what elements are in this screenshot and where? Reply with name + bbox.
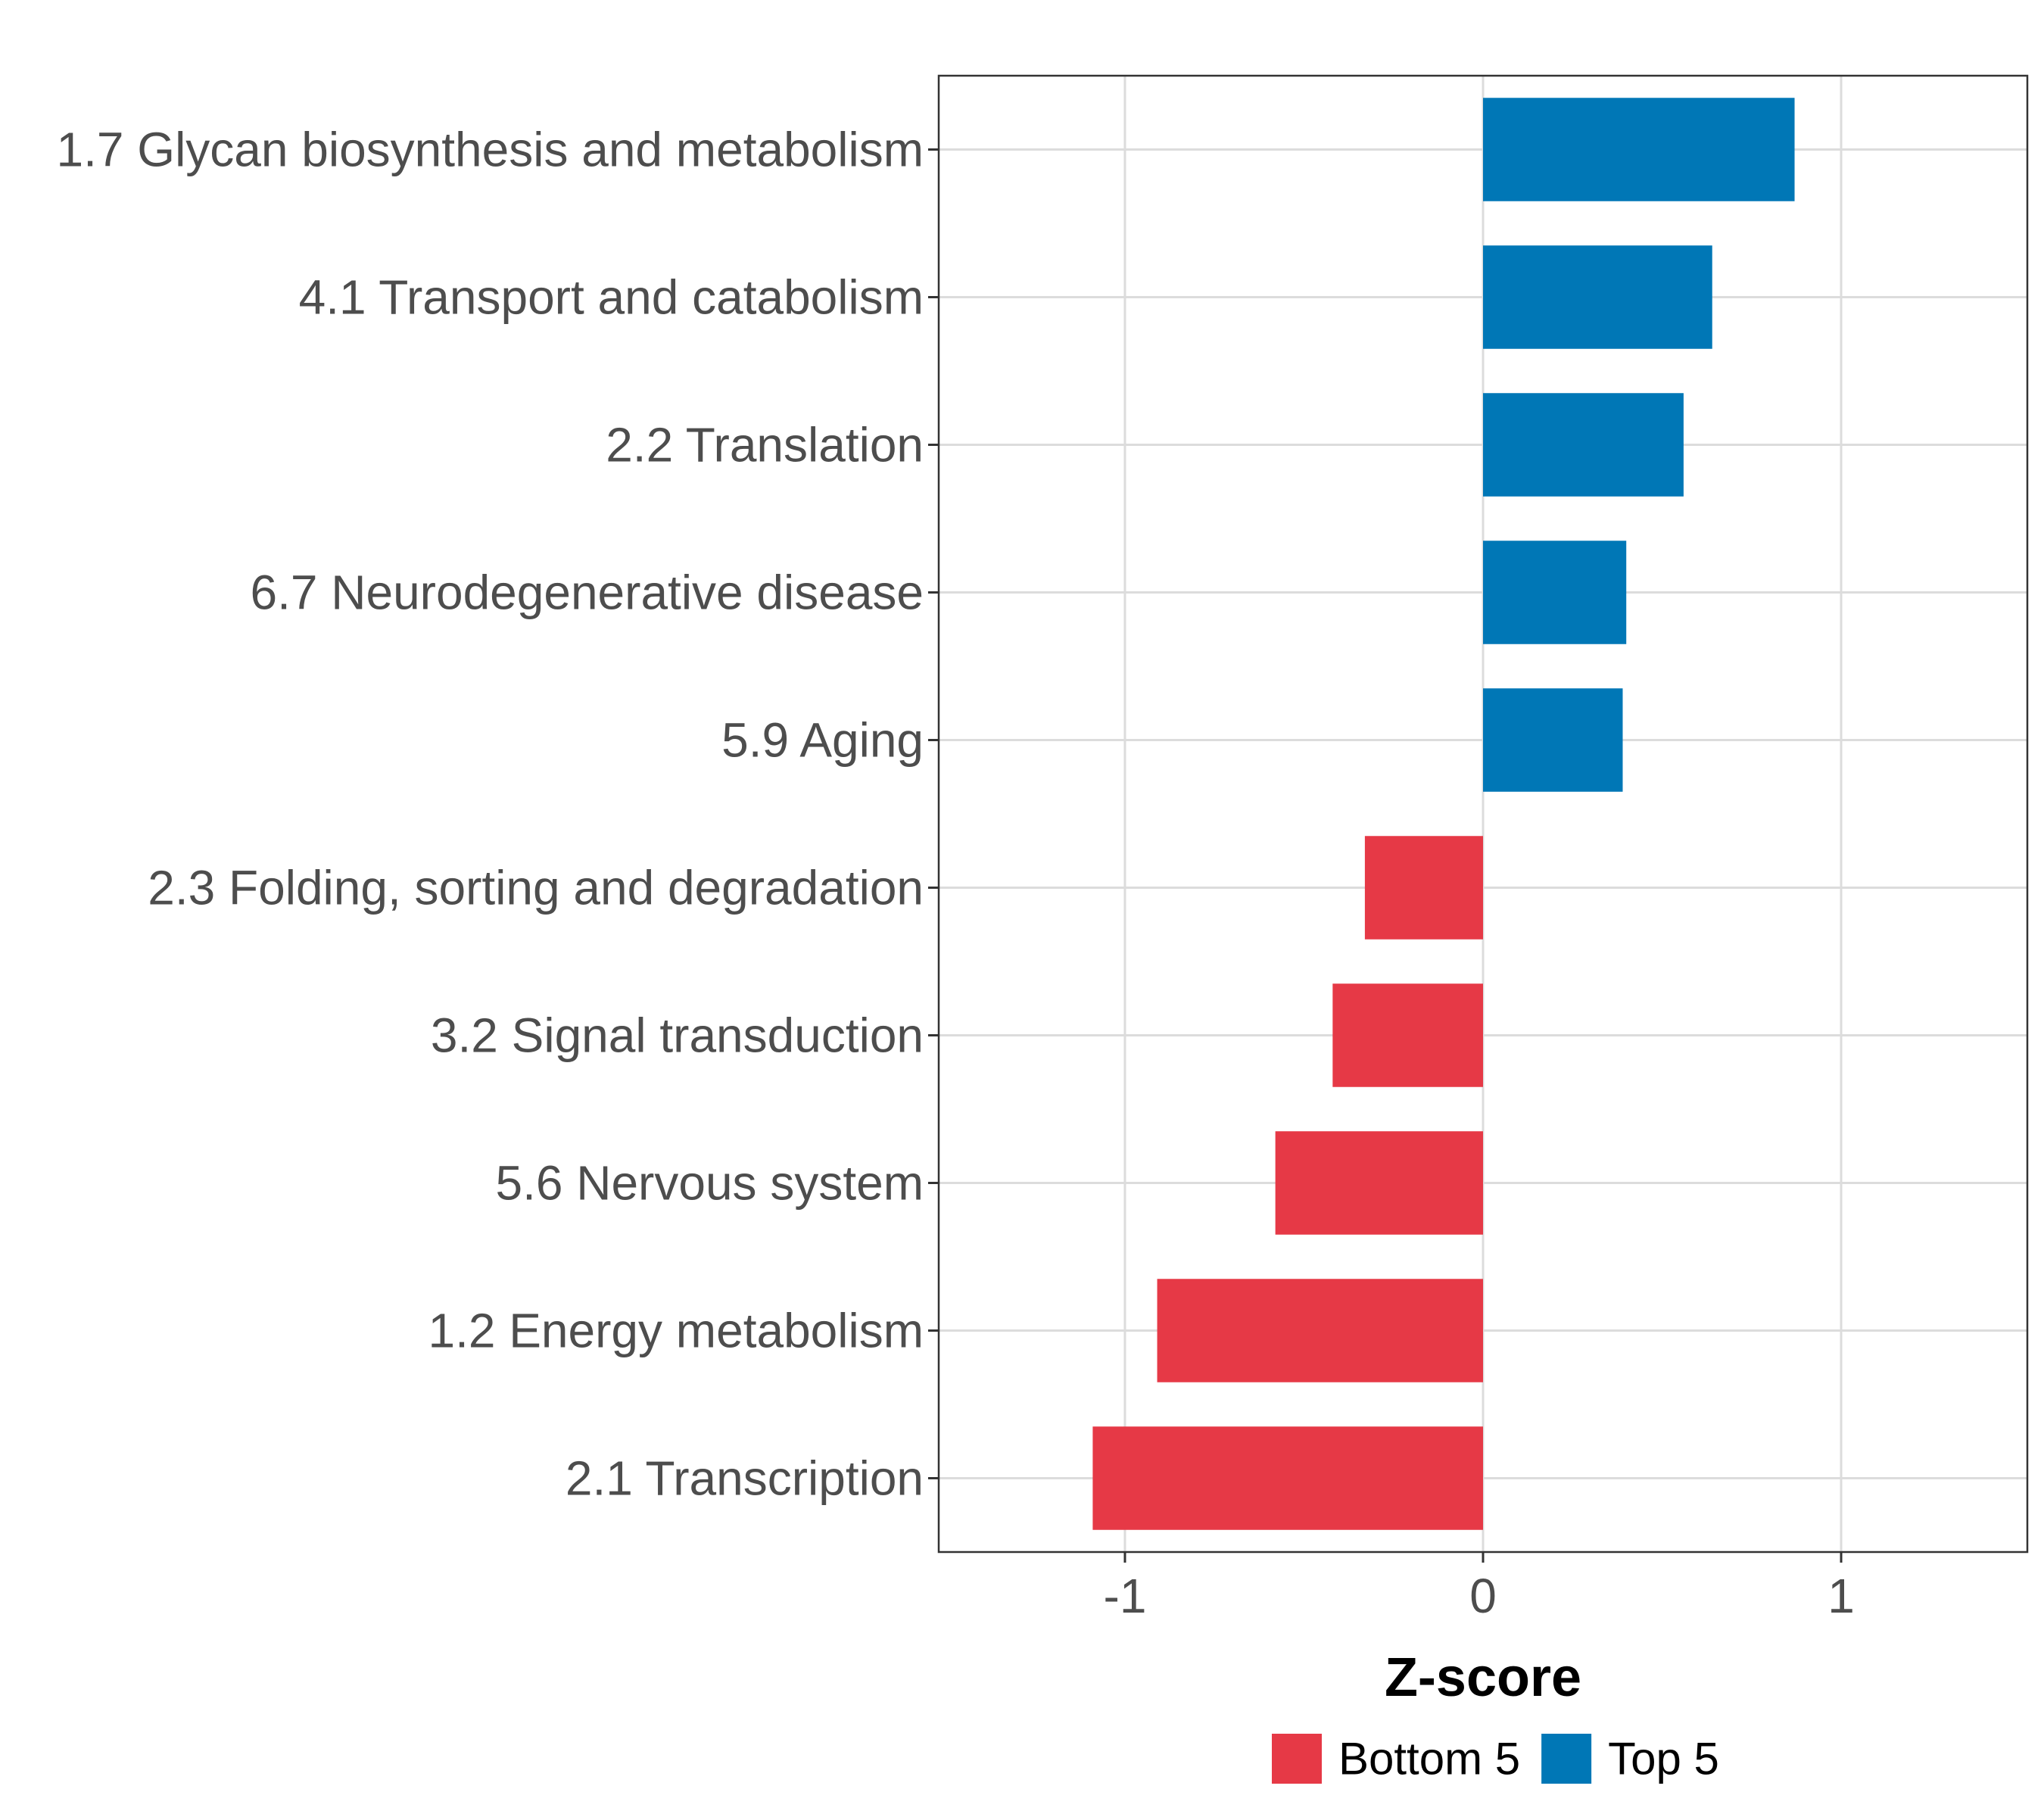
bar [1275,1131,1483,1235]
legend: Bottom 5 Top 5 [1272,1734,1719,1784]
legend-swatch [1541,1734,1592,1784]
y-tick-label: 2.3 Folding, sorting and degradation [148,861,924,915]
y-tick-label: 2.2 Translation [606,418,924,472]
bar [1483,98,1795,201]
y-tick-label: 5.6 Nervous system [495,1156,924,1211]
bar [1332,983,1483,1087]
x-tick-label: 0 [1469,1569,1497,1623]
y-tick-label: 6.7 Neurodegenerative disease [251,566,924,620]
y-tick-label: 3.2 Signal transduction [431,1008,924,1063]
x-axis-title: Z-score [1385,1647,1581,1708]
bars [1092,98,1795,1530]
y-tick-label: 1.2 Energy metabolism [428,1304,924,1358]
bar [1092,1426,1483,1530]
y-tick-label: 2.1 Transcription [566,1451,924,1506]
bar [1364,836,1483,940]
y-tick-label: 1.7 Glycan biosynthesis and metabolism [57,123,924,177]
bar [1483,541,1627,644]
y-tick-label: 4.1 Transport and catabolism [299,270,924,325]
bar [1483,245,1712,349]
bar [1157,1279,1483,1382]
legend-label: Bottom 5 [1338,1734,1520,1784]
y-tick-label: 5.9 Aging [721,713,924,768]
x-tick-label: 1 [1827,1569,1855,1623]
legend-swatch [1272,1734,1322,1784]
x-tick-label: -1 [1104,1569,1147,1623]
legend-label: Top 5 [1608,1734,1719,1784]
x-axis: -1 0 1 [1104,1552,1855,1623]
bar [1483,688,1623,792]
y-axis: 1.7 Glycan biosynthesis and metabolism 4.… [57,123,939,1506]
bar [1483,393,1684,497]
